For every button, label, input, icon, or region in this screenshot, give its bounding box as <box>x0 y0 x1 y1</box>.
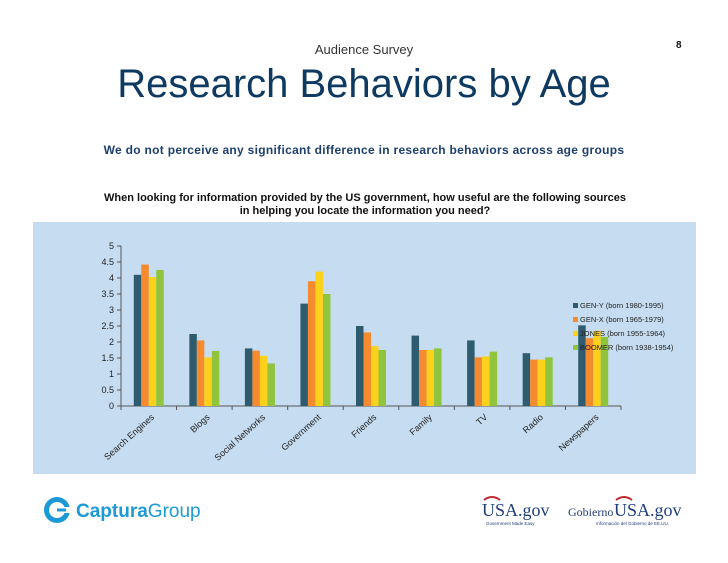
bar <box>148 277 157 406</box>
slide-subtitle: We do not perceive any significant diffe… <box>103 143 625 157</box>
usa-gov-logos: USA.gov Government Made Easy Gobierno US… <box>478 494 688 535</box>
x-category-label: Friends <box>349 412 378 440</box>
slide-title: Research Behaviors by Age <box>117 62 611 106</box>
bar <box>363 332 371 406</box>
x-category-label: TV <box>474 412 489 427</box>
x-category-label: Blogs <box>188 412 212 435</box>
x-category-label: Family <box>408 412 435 437</box>
y-tick-label: 3 <box>109 305 114 315</box>
legend-label: GEN-X (born 1965-1979) <box>580 315 664 324</box>
legend-label: GEN-Y (born 1980-1995) <box>580 301 664 310</box>
survey-question-line-2: in helping you locate the information yo… <box>239 205 491 217</box>
bar <box>378 350 386 406</box>
x-category-label: Search Engines <box>102 412 156 462</box>
survey-question-line-1: When looking for information provided by… <box>104 192 626 204</box>
bar <box>252 350 260 406</box>
captura-group-logo: CapturaGroup <box>43 496 213 531</box>
gobierno-usa-gov-logo: Gobierno USA.gov Información del Gobiern… <box>568 496 682 526</box>
bar <box>600 336 609 406</box>
usa-gov-logo: USA.gov Government Made Easy <box>482 496 550 526</box>
bar <box>196 340 205 406</box>
usa-gov-swoosh-icon <box>483 496 501 501</box>
bar <box>578 325 586 406</box>
bar <box>522 353 531 406</box>
bar <box>371 346 379 406</box>
gobierno-swoosh-icon <box>615 496 633 501</box>
bar <box>322 294 331 406</box>
captura-logo-bold: Captura <box>76 501 148 522</box>
usa-gov-wordmark: USA.gov <box>482 500 550 520</box>
x-category-label: Government <box>279 412 323 453</box>
usa-gov-tagline: Government Made Easy <box>486 521 535 526</box>
legend-swatch <box>573 331 578 336</box>
bar <box>474 357 483 406</box>
bar <box>426 350 435 406</box>
bar <box>545 357 553 406</box>
y-tick-label: 4.5 <box>101 257 114 267</box>
bar <box>467 340 475 406</box>
bar <box>189 334 197 406</box>
page-number: 8 <box>676 40 682 51</box>
legend-swatch <box>573 345 578 350</box>
captura-group-logo-svg: CapturaGroup <box>44 497 201 523</box>
svg-text:CapturaGroup: CapturaGroup <box>76 501 201 522</box>
bar <box>211 350 220 406</box>
legend-label: JONES (born 1955-1964) <box>580 329 666 338</box>
bar <box>141 264 149 406</box>
y-tick-label: 5 <box>109 241 114 251</box>
captura-c-icon <box>44 497 71 523</box>
legend-label: BOOMER (born 1938-1954) <box>580 343 674 352</box>
bar <box>537 359 546 406</box>
legend-swatch <box>573 317 578 322</box>
bar-chart: 0 0.5 1 1.5 2 2.5 3 3.5 4 4.5 5 Search Engines Blogs… <box>101 241 674 463</box>
captura-logo-light: Group <box>148 501 201 522</box>
gobierno-prefix: Gobierno <box>568 505 613 519</box>
bar <box>307 281 316 406</box>
y-tick-label: 4 <box>109 273 114 283</box>
bar <box>482 356 490 406</box>
bar <box>267 363 275 406</box>
bar <box>315 271 323 406</box>
bar <box>156 270 164 406</box>
survey-question: When looking for information provided by… <box>100 192 630 218</box>
bar <box>434 348 442 406</box>
y-tick-label: 0 <box>109 401 114 411</box>
bar <box>244 348 253 406</box>
bar <box>419 350 427 406</box>
bar <box>204 357 212 406</box>
bar <box>259 355 268 406</box>
bar <box>585 338 594 406</box>
y-tick-label: 3.5 <box>101 289 114 299</box>
bar <box>300 303 308 406</box>
x-category-label: Newspapers <box>557 412 601 453</box>
x-category-label: Social Networks <box>213 412 268 463</box>
bar <box>356 326 364 406</box>
gobierno-tagline: Información del Gobierno de EE.UU. <box>596 521 669 526</box>
x-category-label: Radio <box>521 412 545 435</box>
y-tick-label: 2.5 <box>101 321 114 331</box>
legend-swatch <box>573 303 578 308</box>
y-tick-label: 2 <box>109 337 114 347</box>
bar <box>530 359 538 406</box>
bar <box>133 274 142 406</box>
bar <box>593 330 601 406</box>
y-tick-label: 1.5 <box>101 353 114 363</box>
y-tick-label: 1 <box>109 369 114 379</box>
gobierno-usa-gov-wordmark: USA.gov <box>614 500 682 520</box>
y-tick-label: 0.5 <box>101 385 114 395</box>
usa-gov-logos-svg: USA.gov Government Made Easy Gobierno US… <box>482 496 682 526</box>
bar <box>489 351 498 406</box>
section-kicker: Audience Survey <box>314 42 414 57</box>
bar <box>411 335 420 406</box>
